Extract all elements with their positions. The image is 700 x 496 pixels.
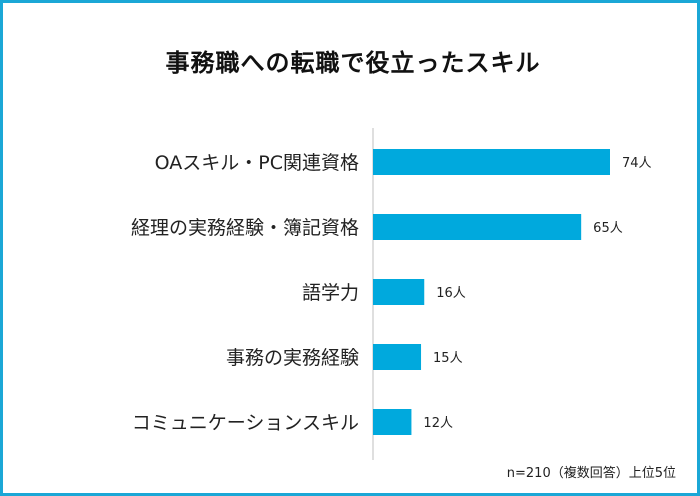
chart-title: 事務職への転職で役立ったスキル: [165, 49, 541, 77]
category-labels-group: OAスキル・PC関連資格経理の実務経験・簿記資格語学力事務の実務経験コミュニケー…: [131, 152, 359, 434]
value-label-3: 16人: [436, 286, 466, 301]
value-label-5: 12人: [423, 416, 453, 431]
sample-note: n=210（複数回答）上位5位: [506, 466, 676, 481]
value-label-1: 74人: [622, 156, 652, 171]
category-label-1: OAスキル・PC関連資格: [155, 152, 359, 174]
bar-5: [373, 409, 412, 435]
bar-1: [373, 149, 610, 175]
bar-4: [373, 344, 422, 370]
value-labels-group: 74人 65人 16人 15人 12人: [423, 156, 651, 431]
category-label-5: コミュニケーションスキル: [132, 412, 359, 434]
bars-group: [373, 149, 610, 435]
category-label-3: 語学力: [302, 282, 359, 304]
bar-2: [373, 214, 582, 240]
value-label-4: 15人: [433, 351, 463, 366]
category-label-4: 事務の実務経験: [226, 347, 359, 369]
bar-3: [373, 279, 425, 305]
value-label-2: 65人: [593, 221, 623, 236]
category-label-2: 経理の実務経験・簿記資格: [131, 217, 359, 239]
